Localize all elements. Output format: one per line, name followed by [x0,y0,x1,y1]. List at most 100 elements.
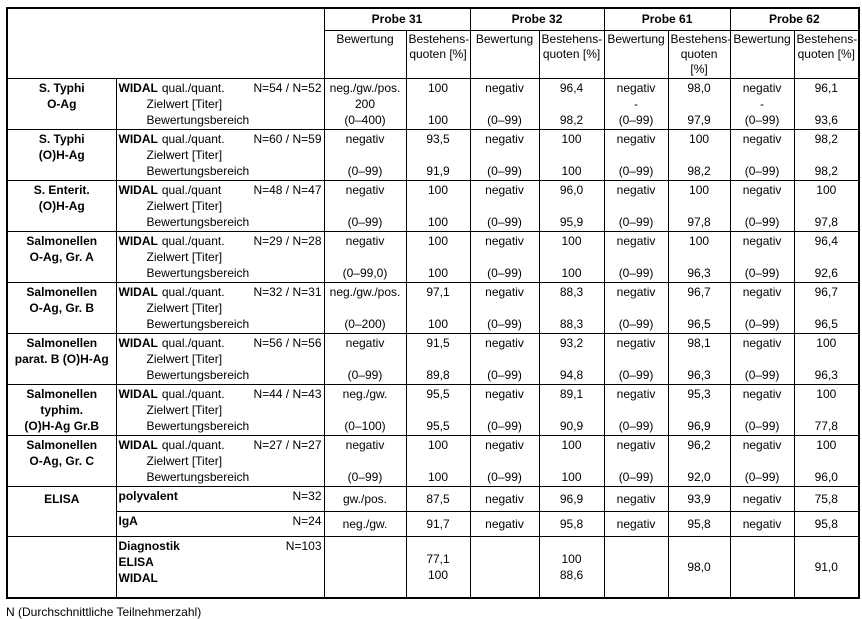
p31-bewertung-cell: neg./gw. [323,510,407,537]
p61-quoten-cell: 95,3 96,9 [667,383,731,436]
zielwert-label: Zielwert [Titer] [146,453,223,468]
test-line: WIDAL qual./quant. N=54 / N=52 [119,80,322,96]
p61-quoten-cell: 95,8 [667,510,731,537]
antigen-label: Salmonellen O-Ag, Gr. B [6,281,117,334]
test-description: WIDAL qual./quant. N=56 / N=56 Zielwert [T… [115,332,325,385]
test-description: Diagnostik N=103 ELISA WIDAL [115,535,325,599]
zielwert-label: Zielwert [Titer] [146,249,223,264]
p32-bewertung-cell: negativ (0–99) [469,179,540,232]
table-row: Salmonellen typhim. (O)H-Ag Gr.B WIDAL qu… [6,383,860,436]
p61-bewertung-cell: negativ (0–99) [603,434,669,487]
elisa-sub-label: ELISA [118,554,154,569]
p62-quoten-cell: 96,1 93,6 [793,77,860,130]
antigen-label: S. Typhi (O)H-Ag [6,128,117,181]
test-line: WIDAL qual./quant. N=44 / N=43 [119,386,322,402]
p62-quoten-cell: 100 97,8 [793,179,860,232]
bereich-label: Bewertungsbereich [146,469,250,484]
p32-quoten-cell: 96,0 95,9 [538,179,605,232]
p32-quoten-cell: 100 100 [538,230,605,283]
test-detail: qual./quant. [161,335,225,350]
corner-cell [6,7,325,79]
test-description: WIDAL qual./quant. N=60 / N=59 Zielwert [T… [115,128,325,181]
p62-quoten-cell: 75,8 [793,485,860,512]
p62-quoten-cell: 100 77,8 [793,383,860,436]
participant-count: N=44 / N=43 [253,386,322,401]
p31-quoten-cell: 100 100 [405,179,471,232]
antigen-label: S. Enterit. (O)H-Ag [6,179,117,232]
p31-bewertung-cell: neg./gw./pos. (0–200) [323,281,407,334]
participant-count: N=32 [292,488,322,503]
p31-quoten-cell: 91,7 [405,510,471,537]
p62-bewertung-cell: negativ (0–99) [729,128,795,181]
p31-quoten-cell: 97,1 100 [405,281,471,334]
zielwert-label: Zielwert [Titer] [146,351,223,366]
zielwert-label: Zielwert [Titer] [146,402,223,417]
p32-quoten-cell: 93,2 94,8 [538,332,605,385]
probe-31-header: Probe 31 [323,7,471,31]
probe-61-header: Probe 61 [603,7,731,31]
p32-quoten-cell: 96,4 98,2 [538,77,605,130]
p61-bewertung-cell: negativ (0–99) [603,383,669,436]
p31-quoten-cell: 100 100 [405,230,471,283]
p32-bewertung-cell: negativ [469,485,540,512]
p61-bewertung-cell [603,535,669,599]
test-name: WIDAL [118,284,158,299]
test-detail: qual./quant. [161,437,225,452]
test-description: WIDAL qual./quant. N=29 / N=28 Zielwert [T… [115,230,325,283]
p32-quoten-cell: 100 88,6 [538,535,605,599]
table-row: Salmonellen O-Ag, Gr. A WIDAL qual./quant… [6,230,860,283]
header-row-sub: Bewertung Bestehens- quoten [%] Bewertun… [7,29,860,79]
p62-bewertung-cell: negativ [729,510,795,537]
test-name: polyvalent [118,488,178,503]
p32-bewertung-cell: negativ (0–99) [469,230,540,283]
table-row: Salmonellen O-Ag, Gr. C WIDAL qual./quant… [6,434,860,487]
table-row: Salmonellen O-Ag, Gr. B WIDAL qual./quant… [6,281,860,334]
p61-quoten-cell: 100 96,3 [667,230,731,283]
test-description: WIDAL qual./quant. N=44 / N=43 Zielwert [T… [115,383,325,436]
participant-count: N=32 / N=31 [253,284,322,299]
p31-quoten-cell: 100 100 [405,77,471,130]
p61-quoten-cell: 98,0 [667,535,731,599]
elisa-label: ELISA [6,485,117,537]
p61-bewertung-cell: negativ (0–99) [603,281,669,334]
p61-bewertung-cell: negativ - (0–99) [603,77,669,130]
p32-bewertung-cell: negativ [469,510,540,537]
bereich-label: Bewertungsbereich [146,316,250,331]
test-line: WIDAL qual./quant. N=56 / N=56 [119,335,322,351]
test-line: polyvalent N=32 [119,488,322,504]
p32-quoten-cell: 89,1 90,9 [538,383,605,436]
p62-bewertung-cell: negativ [729,485,795,512]
participant-count: N=48 / N=47 [253,182,322,197]
quoten-header: Bestehens- quoten [%] [538,29,605,79]
p31-bewertung-cell: neg./gw. (0–100) [323,383,407,436]
test-detail: qual./quant. [161,131,225,146]
p31-bewertung-cell [323,535,407,599]
antigen-label: Salmonellen parat. B (O)H-Ag [6,332,117,385]
p62-quoten-cell: 98,2 98,2 [793,128,860,181]
diagnostik-row: Diagnostik N=103 ELISA WIDAL 77,1 100 100… [6,535,860,599]
table-row: Salmonellen parat. B (O)H-Ag WIDAL qual./… [6,332,860,385]
p31-bewertung-cell: neg./gw./pos. 200 (0–400) [323,77,407,130]
antigen-label: Salmonellen typhim. (O)H-Ag Gr.B [6,383,117,436]
p31-quoten-cell: 95,5 95,5 [405,383,471,436]
p31-bewertung-cell: negativ (0–99) [323,332,407,385]
test-description: WIDAL qual./quant. N=32 / N=31 Zielwert [T… [115,281,325,334]
bewertung-header: Bewertung [469,29,540,79]
p31-quoten-cell: 77,1 100 [405,535,471,599]
p62-bewertung-cell: negativ - (0–99) [729,77,795,130]
p61-quoten-cell: 100 98,2 [667,128,731,181]
bewertung-header: Bewertung [603,29,669,79]
p32-bewertung-cell [469,535,540,599]
test-name: WIDAL [118,335,158,350]
participant-count: N=60 / N=59 [253,131,322,146]
p31-bewertung-cell: negativ (0–99,0) [323,230,407,283]
bewertung-header: Bewertung [323,29,407,79]
p61-quoten-cell: 98,1 96,3 [667,332,731,385]
test-name: WIDAL [118,386,158,401]
bereich-label: Bewertungsbereich [146,265,250,280]
test-line: Diagnostik N=103 [119,538,322,554]
bereich-label: Bewertungsbereich [146,214,250,229]
test-description: polyvalent N=32 [115,485,325,512]
zielwert-label: Zielwert [Titer] [146,147,223,162]
